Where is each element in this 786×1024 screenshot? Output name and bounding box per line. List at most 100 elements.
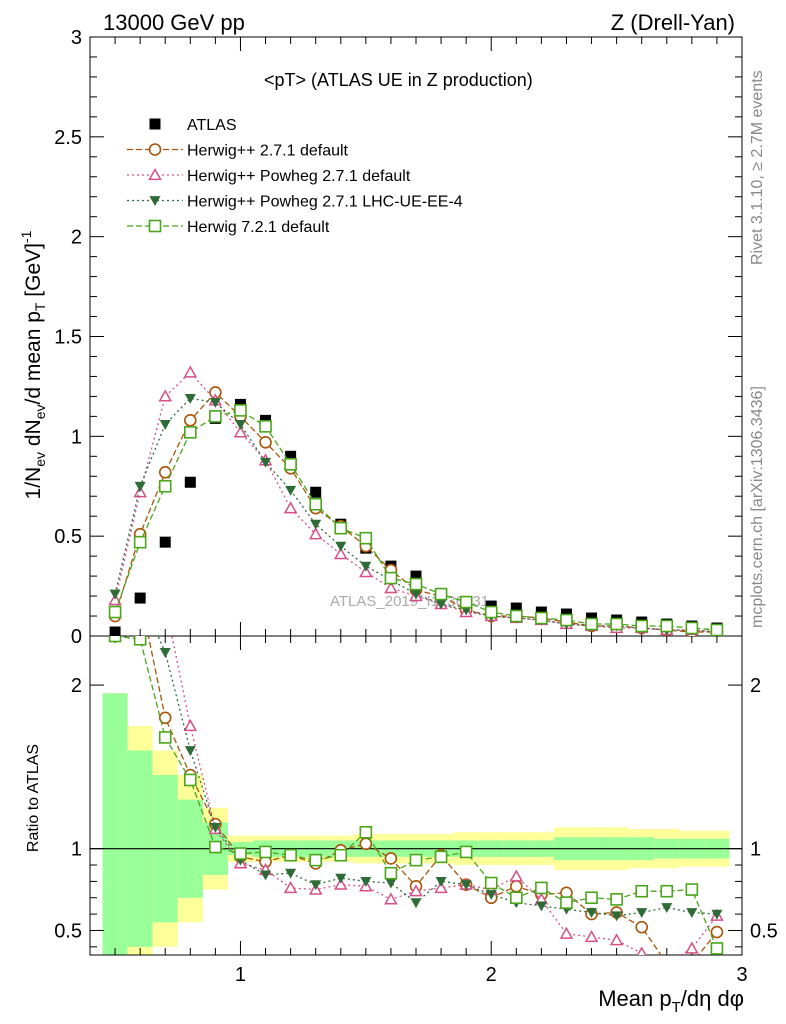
data-point-main (109, 589, 121, 600)
data-point-main (484, 605, 498, 619)
data-point-main (159, 536, 171, 548)
data-point-ratio (409, 884, 423, 897)
data-point-main (535, 611, 548, 625)
series-4-main (108, 404, 724, 636)
data-point-main (435, 599, 447, 610)
data-point-ratio (435, 876, 447, 887)
data-point-main (560, 613, 573, 627)
data-point-main (259, 420, 272, 433)
data-point-ratio (584, 929, 599, 943)
data-point-ratio (535, 881, 548, 895)
data-point-ratio (334, 848, 348, 862)
data-point-ratio (158, 711, 172, 725)
legend-label: Herwig++ 2.7.1 default (187, 143, 349, 160)
y-tick-label-ratio: 1 (71, 839, 82, 861)
header-right-label: Z (Drell-Yan) (611, 10, 735, 35)
series-4-ratio (108, 636, 724, 955)
x-axis-label: Mean pT/dη dφ (598, 986, 744, 1016)
data-point-ratio (710, 942, 724, 955)
data-point-ratio (384, 892, 398, 905)
data-point-main (510, 602, 522, 614)
data-point-ratio (610, 893, 623, 906)
data-point-ratio (159, 647, 171, 658)
y-tick-label-ratio: 2 (71, 675, 82, 697)
data-point-main (233, 425, 248, 438)
data-point-ratio (711, 909, 723, 920)
data-point-ratio (661, 903, 673, 914)
data-point-ratio (108, 636, 122, 643)
data-point-main (308, 527, 323, 540)
data-point-ratio (609, 933, 624, 946)
legend-marker (149, 118, 161, 130)
data-point-main (359, 531, 373, 545)
main-ylabel: 1/Nev dNev/d mean pT [GeV]-1 (18, 230, 48, 499)
data-point-ratio (335, 873, 347, 884)
data-point-ratio (333, 877, 348, 890)
data-point-main (685, 621, 699, 635)
data-point-ratio (485, 890, 497, 900)
main-plot-series (108, 365, 724, 636)
data-point-ratio (535, 901, 547, 912)
legend-marker (149, 196, 161, 206)
y-tick-label-ratio-right: 2 (750, 675, 761, 697)
data-point-main (184, 476, 196, 488)
x-tick-label: 3 (736, 964, 747, 986)
data-point-main (159, 419, 171, 430)
data-point-main (158, 465, 172, 479)
legend-label: Herwig++ Powheg 2.7.1 LHC-UE-EE-4 (187, 194, 463, 211)
y-tick-label-main: 0.5 (54, 526, 82, 548)
data-point-ratio (510, 879, 523, 893)
data-point-main (710, 623, 724, 636)
data-point-ratio (434, 850, 448, 864)
rivet-side-label: Rivet 3.1.10, ≥ 2.7M events (749, 70, 766, 265)
data-point-main (134, 592, 146, 604)
x-tick-label: 1 (235, 964, 246, 986)
legend-label: Herwig 7.2.1 default (187, 219, 330, 236)
data-point-main (134, 481, 146, 492)
data-point-ratio (660, 884, 674, 898)
data-point-main (183, 365, 198, 378)
data-point-ratio (635, 884, 648, 898)
legend-marker (148, 219, 162, 233)
data-point-ratio (309, 853, 322, 867)
data-point-ratio (586, 908, 598, 918)
data-point-ratio (410, 898, 422, 909)
data-point-main (309, 497, 322, 511)
data-point-main (360, 561, 372, 572)
data-point-ratio (183, 718, 198, 732)
data-point-ratio (686, 958, 697, 969)
data-point-ratio (285, 868, 297, 879)
data-point-ratio (184, 746, 196, 757)
svg-text:1/Nev dNev/d mean pT [GeV]-1: 1/Nev dNev/d mean pT [GeV]-1 (18, 230, 48, 499)
data-point-ratio (384, 866, 398, 880)
legend-marker (148, 143, 162, 156)
data-point-main (109, 626, 121, 636)
y-tick-label-main: 0 (71, 626, 82, 648)
data-point-ratio (283, 880, 298, 894)
data-point-main (333, 547, 348, 560)
y-tick-label-main: 2 (71, 227, 82, 249)
data-point-ratio (209, 840, 222, 854)
data-point-main (284, 457, 297, 471)
data-point-main (410, 570, 422, 582)
data-point-ratio (209, 823, 221, 833)
data-point-ratio (686, 908, 698, 918)
svg-text:Mean pT/dη dφ: Mean pT/dη dφ (598, 986, 744, 1016)
data-point-ratio (560, 896, 573, 909)
data-point-main (259, 436, 272, 449)
data-point-ratio (234, 847, 247, 860)
data-point-ratio (459, 845, 473, 859)
data-point-main (384, 571, 398, 585)
legend-label: Herwig++ Powheg 2.7.1 default (187, 168, 411, 185)
y-tick-label-main: 1 (71, 426, 82, 448)
data-point-main (209, 410, 222, 423)
series-3-ratio (157, 636, 723, 922)
y-tick-label-main: 2.5 (54, 127, 82, 149)
y-tick-label-ratio-right: 1 (750, 839, 761, 861)
data-point-ratio (284, 848, 297, 862)
data-point-main (660, 619, 674, 633)
data-point-ratio (158, 731, 172, 744)
data-point-ratio (585, 891, 598, 905)
data-point-ratio (484, 876, 498, 890)
ratio-plot-series (108, 636, 724, 969)
